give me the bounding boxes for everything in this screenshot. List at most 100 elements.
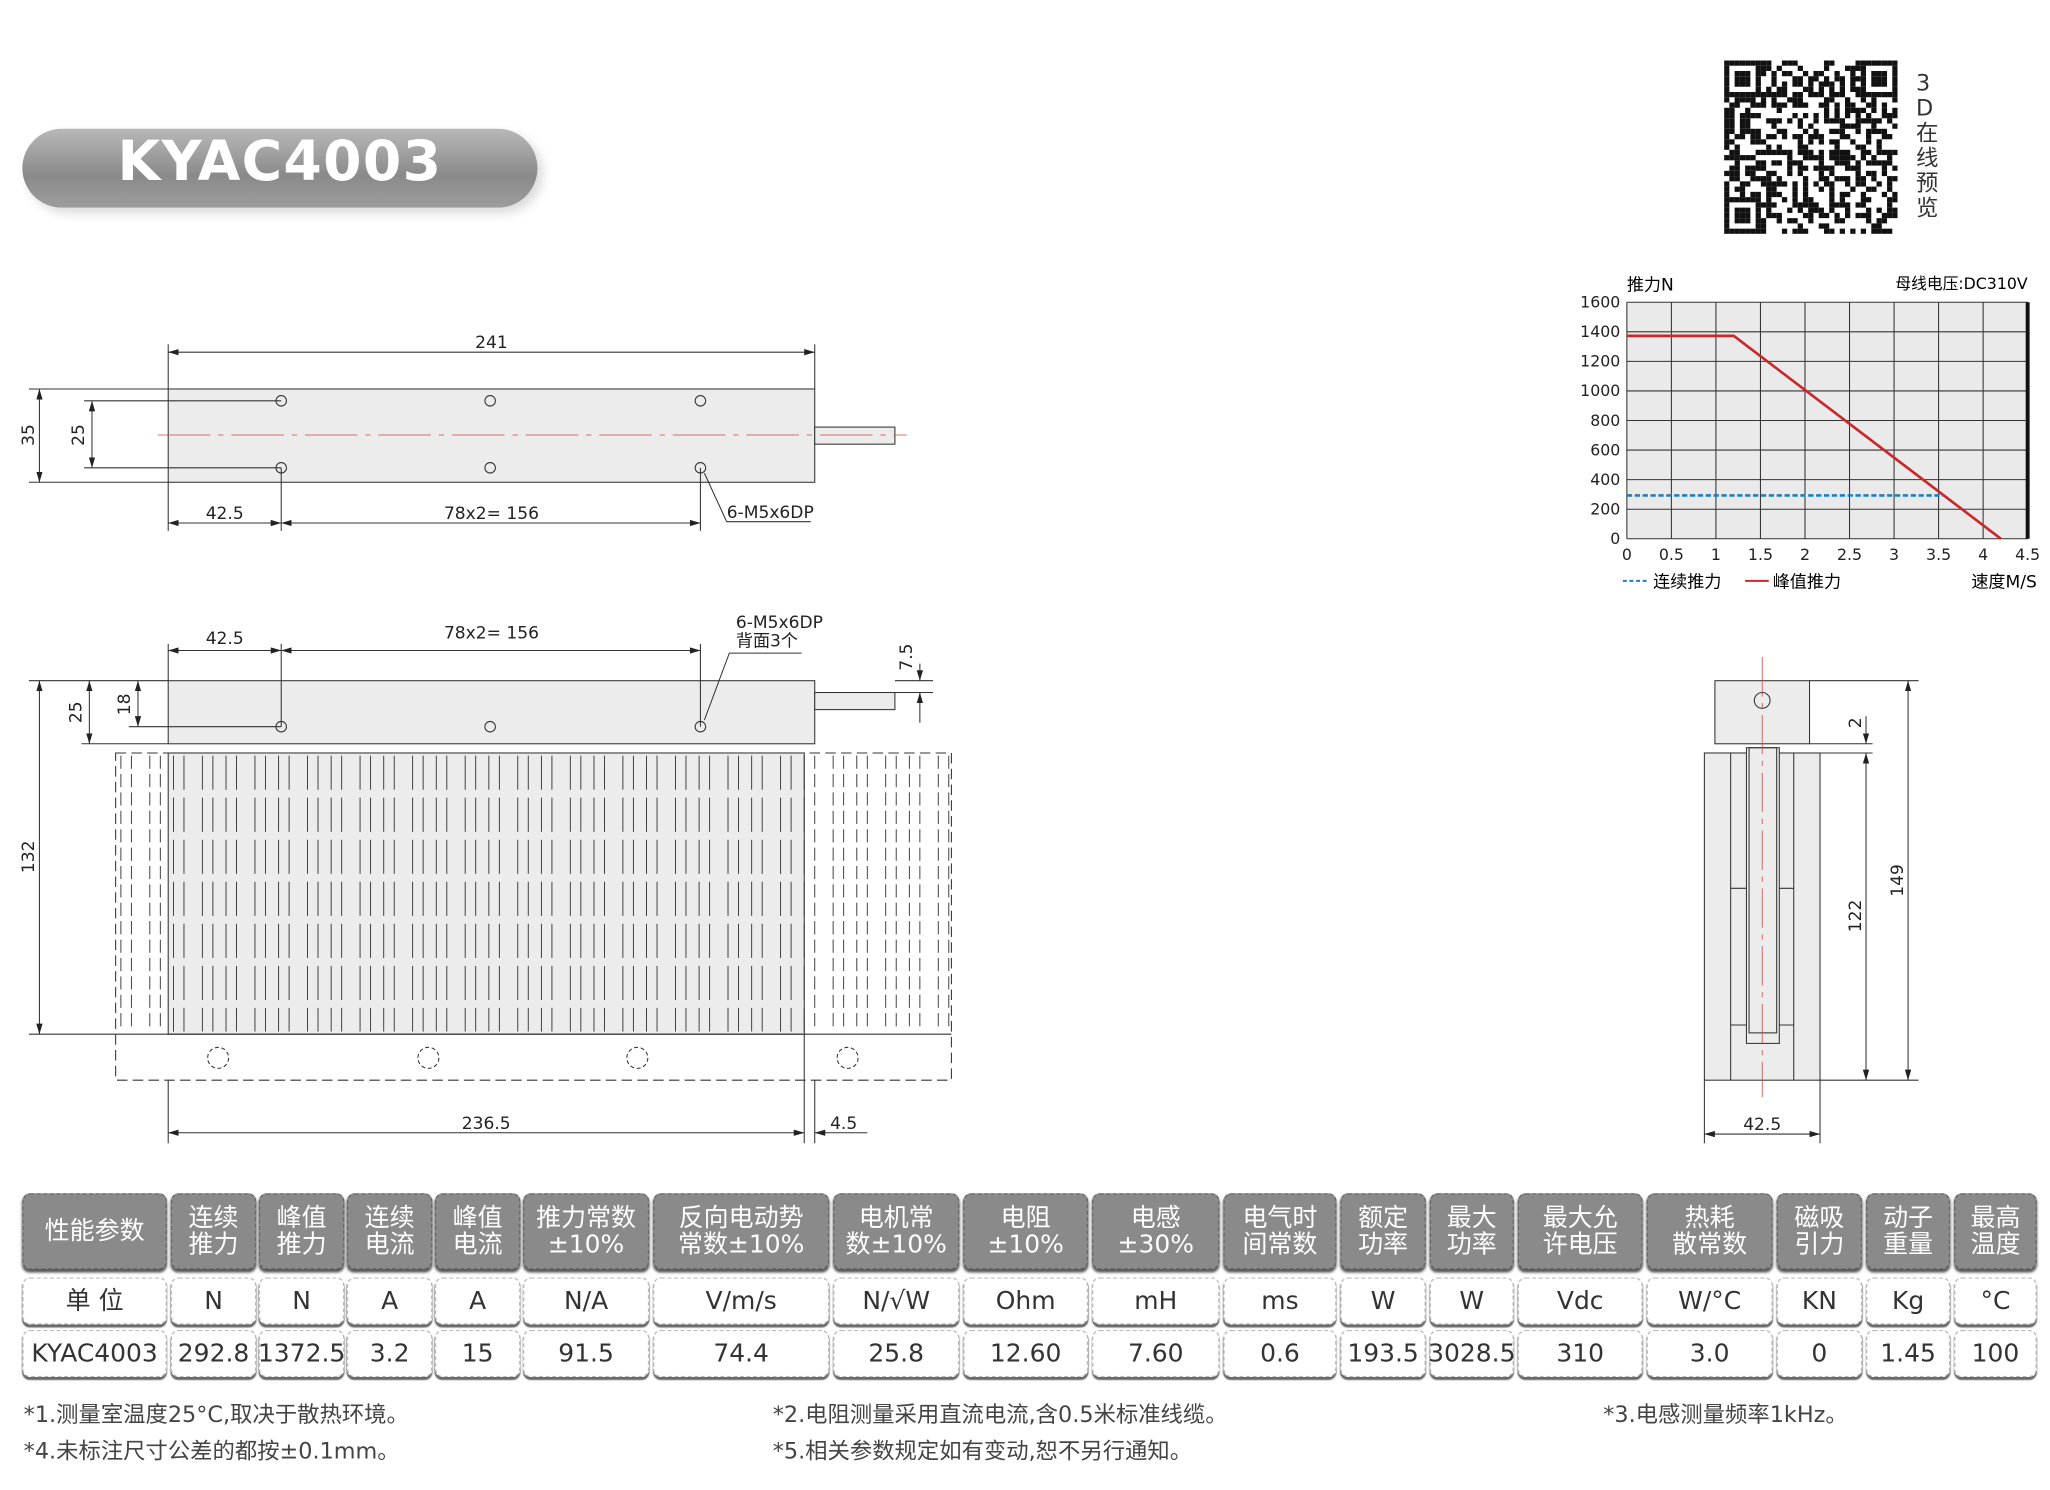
note-1: *1.测量室温度25°C,取决于散热环境。: [23, 1402, 409, 1429]
x-axis-label: 速度M/S: [1971, 572, 2037, 592]
table-unit-cell: ms: [1223, 1277, 1337, 1325]
y-tick-label: 800: [1590, 411, 1620, 430]
x-tick-label: 4.5: [2015, 545, 2040, 564]
table-header-cell: 最大允 许电压: [1517, 1193, 1643, 1270]
legend-continuous: 连续推力: [1653, 572, 1721, 592]
front-view: [28, 643, 952, 1144]
table-value-cell: 100: [1954, 1329, 2037, 1378]
table-unit-cell: N/A: [523, 1277, 650, 1325]
x-tick-label: 1: [1711, 545, 1721, 564]
dim-offset: 42.5: [206, 504, 244, 524]
dim-gap: 4.5: [830, 1114, 857, 1134]
table-header-cell: 峰值 推力: [258, 1193, 345, 1270]
table-header-cell: 电机常 数±10%: [833, 1193, 960, 1270]
table-unit-cell: Ohm: [963, 1277, 1089, 1325]
series-line-peak: [1626, 334, 2002, 540]
note-5: *5.相关参数规定如有变动,恕不另行通知。: [772, 1438, 1193, 1466]
table-header-cell: 热耗 散常数: [1646, 1193, 1773, 1270]
x-tick-label: 0: [1622, 545, 1632, 564]
table-unit-cell: A: [434, 1277, 521, 1325]
dim-offset: 42.5: [206, 629, 244, 649]
x-tick-label: 4: [1978, 545, 1988, 564]
qr-code[interactable]: [1724, 60, 1898, 234]
dim-height-outer: 35: [19, 424, 39, 446]
dim-mover-height: 25: [66, 701, 86, 723]
x-tick-label: 2: [1800, 545, 1810, 564]
table-value-cell: 12.60: [963, 1329, 1089, 1378]
y-tick-label: 400: [1590, 470, 1620, 489]
table-unit-cell: N/√W: [833, 1277, 960, 1325]
table-unit-cell: W: [1340, 1277, 1426, 1325]
dim-side-total-height: 149: [1888, 864, 1908, 897]
magnet-holes: [207, 1046, 859, 1069]
table-header-cell: 连续 推力: [170, 1193, 257, 1270]
x-tick-label: 3: [1889, 545, 1899, 564]
y-tick-label: 600: [1590, 440, 1620, 459]
table-header-cell: 电气时 间常数: [1223, 1193, 1337, 1270]
dim-stator-length: 236.5: [462, 1114, 511, 1134]
hole-callout-note: 背面3个: [736, 632, 798, 652]
note-3: *3.电感测量频率1kHz。: [1603, 1402, 1848, 1429]
table-value-cell: 1372.5: [258, 1329, 345, 1378]
table-unit-cell: 单 位: [22, 1277, 167, 1325]
table-unit-cell: W/°C: [1646, 1277, 1773, 1325]
table-header-cell: 反向电动势 常数±10%: [653, 1193, 830, 1270]
y-axis-label: 推力N: [1627, 275, 1674, 295]
technical-drawing: 241 35 25 42.5 78x2= 156 6-M5x6DP 42.5 7…: [19, 333, 1919, 1144]
table-header-cell: 动子 重量: [1866, 1193, 1951, 1270]
dim-pitch: 78x2= 156: [444, 504, 539, 524]
dim-stator-height: 122: [1846, 900, 1866, 933]
y-tick-label: 200: [1590, 499, 1620, 518]
x-tick-label: 2.5: [1837, 545, 1862, 564]
top-view: [28, 344, 907, 531]
table-value-cell: 3.0: [1646, 1329, 1773, 1378]
dim-height-inner: 25: [69, 424, 89, 446]
y-tick-label: 1200: [1580, 352, 1620, 371]
hole-callout: 6-M5x6DP: [736, 613, 823, 633]
legend-peak: 峰值推力: [1773, 572, 1841, 592]
table-value-cell: 25.8: [833, 1329, 960, 1378]
table-value-cell: 74.4: [653, 1329, 830, 1378]
table-header-cell: 电阻 ±10%: [963, 1193, 1089, 1270]
table-header-cell: 性能参数: [22, 1193, 167, 1270]
legend: 连续推力 峰值推力: [1622, 572, 1841, 592]
table-unit-cell: W: [1429, 1277, 1514, 1325]
model-title: KYAC4003: [117, 128, 443, 194]
table-value-cell: KYAC4003: [22, 1329, 167, 1378]
table-unit-cell: A: [346, 1277, 433, 1325]
table-unit-cell: °C: [1954, 1277, 2037, 1325]
table-unit-cell: N: [170, 1277, 257, 1325]
table-value-cell: 91.5: [523, 1329, 650, 1378]
table-value-cell: 310: [1517, 1329, 1643, 1378]
hole-callout: 6-M5x6DP: [727, 503, 814, 523]
dim-pitch: 78x2= 156: [444, 624, 539, 644]
table-unit-cell: N: [258, 1277, 345, 1325]
table-value-cell: 1.45: [1866, 1329, 1951, 1378]
y-tick-label: 0: [1610, 529, 1620, 548]
table-header-cell: 最大 功率: [1429, 1193, 1514, 1270]
table-value-cell: 15: [434, 1329, 521, 1378]
x-tick-label: 0.5: [1659, 545, 1684, 564]
dim-length: 241: [475, 333, 508, 353]
dim-shaft-offset: 7.5: [897, 643, 917, 670]
thrust-speed-chart: 0 0.5 1 1.5 2 2.5 3 3.5 4 4.5 0 200 400 600 800 1000 120…: [1580, 274, 2040, 592]
table-header-cell: 额定 功率: [1340, 1193, 1426, 1270]
table-unit-cell: mH: [1092, 1277, 1220, 1325]
dim-side-width: 42.5: [1743, 1115, 1781, 1135]
table-header-cell: 峰值 电流: [434, 1193, 521, 1270]
dim-total-height: 132: [19, 840, 39, 873]
x-tick-label: 1.5: [1748, 545, 1773, 564]
note-2: *2.电阻测量采用直流电流,含0.5米标准线缆。: [772, 1402, 1228, 1429]
note-4: *4.未标注尺寸公差的都按±0.1mm。: [23, 1438, 400, 1466]
qr-label: 3D在线预览: [1915, 70, 1939, 223]
table-unit-cell: KN: [1776, 1277, 1863, 1325]
table-header-cell: 电感 ±30%: [1092, 1193, 1220, 1270]
title-banner: [22, 128, 538, 208]
table-unit-cell: Vdc: [1517, 1277, 1643, 1325]
table-value-cell: 0: [1776, 1329, 1863, 1378]
table-value-cell: 3028.5: [1428, 1329, 1515, 1378]
table-header-cell: 推力常数 ±10%: [523, 1193, 650, 1270]
bus-voltage-annotation: 母线电压:DC310V: [1895, 274, 2027, 293]
table-value-cell: 7.60: [1092, 1329, 1220, 1378]
y-tick-label: 1400: [1580, 322, 1620, 341]
